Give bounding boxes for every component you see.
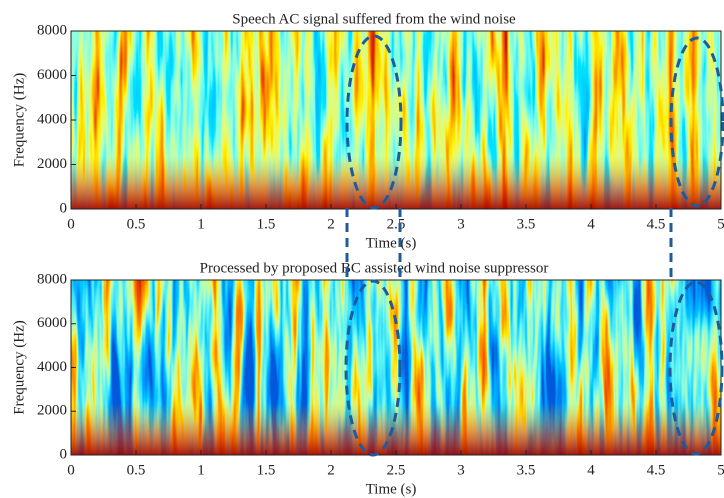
y-tick-label: 6000: [37, 315, 67, 331]
x-tick-label: 4.5: [647, 216, 666, 232]
chart: 0 0.5 1 1.5 2 2.5 3 3.5 4 4.5 5 0 2000 4000 6000 8000 Pr…: [11, 260, 724, 497]
x-tick-label: 3.5: [517, 462, 536, 478]
y-tick-label: 6000: [37, 67, 67, 83]
y-tick-label: 2000: [37, 156, 67, 172]
x-tick-label: 1: [197, 462, 205, 478]
y-axis-label: Frequency (Hz): [11, 73, 27, 168]
x-tick-label: 3: [457, 462, 465, 478]
y-tick-label: 0: [60, 446, 68, 462]
chart-title: Processed by proposed BC assisted wind n…: [200, 260, 549, 276]
chart-title: Speech AC signal suffered from the wind …: [232, 11, 516, 27]
x-tick-label: 2.5: [387, 216, 406, 232]
x-tick-label: 4: [587, 462, 595, 478]
highlight-ellipse: [668, 280, 724, 456]
x-tick-label: 2.5: [387, 462, 406, 478]
x-tick-label: 4: [587, 216, 595, 232]
y-axis-label: Frequency (Hz): [11, 320, 27, 415]
highlight-ellipse: [344, 279, 402, 457]
x-tick-label: 0.5: [127, 216, 146, 232]
annotations: [344, 34, 724, 457]
x-tick-label: 3.5: [517, 216, 536, 232]
highlight-ellipse: [345, 34, 403, 210]
x-tick-label: 2: [327, 216, 335, 232]
chart: 0 0.5 1 1.5 2 2.5 3 3.5 4 4.5 5 0 2000 4000 6000 8000 Sp…: [11, 11, 724, 251]
y-tick-label: 8000: [37, 22, 67, 38]
x-axis-label: Time (s): [366, 235, 417, 251]
x-tick-label: 1: [197, 216, 205, 232]
y-tick-label: 8000: [37, 271, 67, 287]
x-tick-label: 0.5: [127, 462, 146, 478]
x-tick-label: 1.5: [257, 216, 276, 232]
y-tick-label: 4000: [37, 359, 67, 375]
highlight-ellipse: [669, 36, 724, 208]
x-tick-label: 3: [457, 216, 465, 232]
low-freq-energy: [71, 31, 721, 209]
y-tick-label: 2000: [37, 403, 67, 419]
y-tick-label: 4000: [37, 111, 67, 127]
x-axis-label: Time (s): [366, 481, 417, 497]
low-freq-energy: [71, 280, 721, 455]
x-tick-label: 5: [717, 462, 724, 478]
x-tick-label: 0: [67, 462, 75, 478]
x-tick-label: 5: [717, 216, 724, 232]
x-tick-label: 2: [327, 462, 335, 478]
plots: 0 0.5 1 1.5 2 2.5 3 3.5 4 4.5 5 0 2000 4000 6000 8000 Sp…: [11, 11, 724, 497]
x-tick-label: 1.5: [257, 462, 276, 478]
x-tick-label: 4.5: [647, 462, 666, 478]
y-tick-label: 0: [60, 200, 68, 216]
x-tick-label: 0: [67, 216, 75, 232]
